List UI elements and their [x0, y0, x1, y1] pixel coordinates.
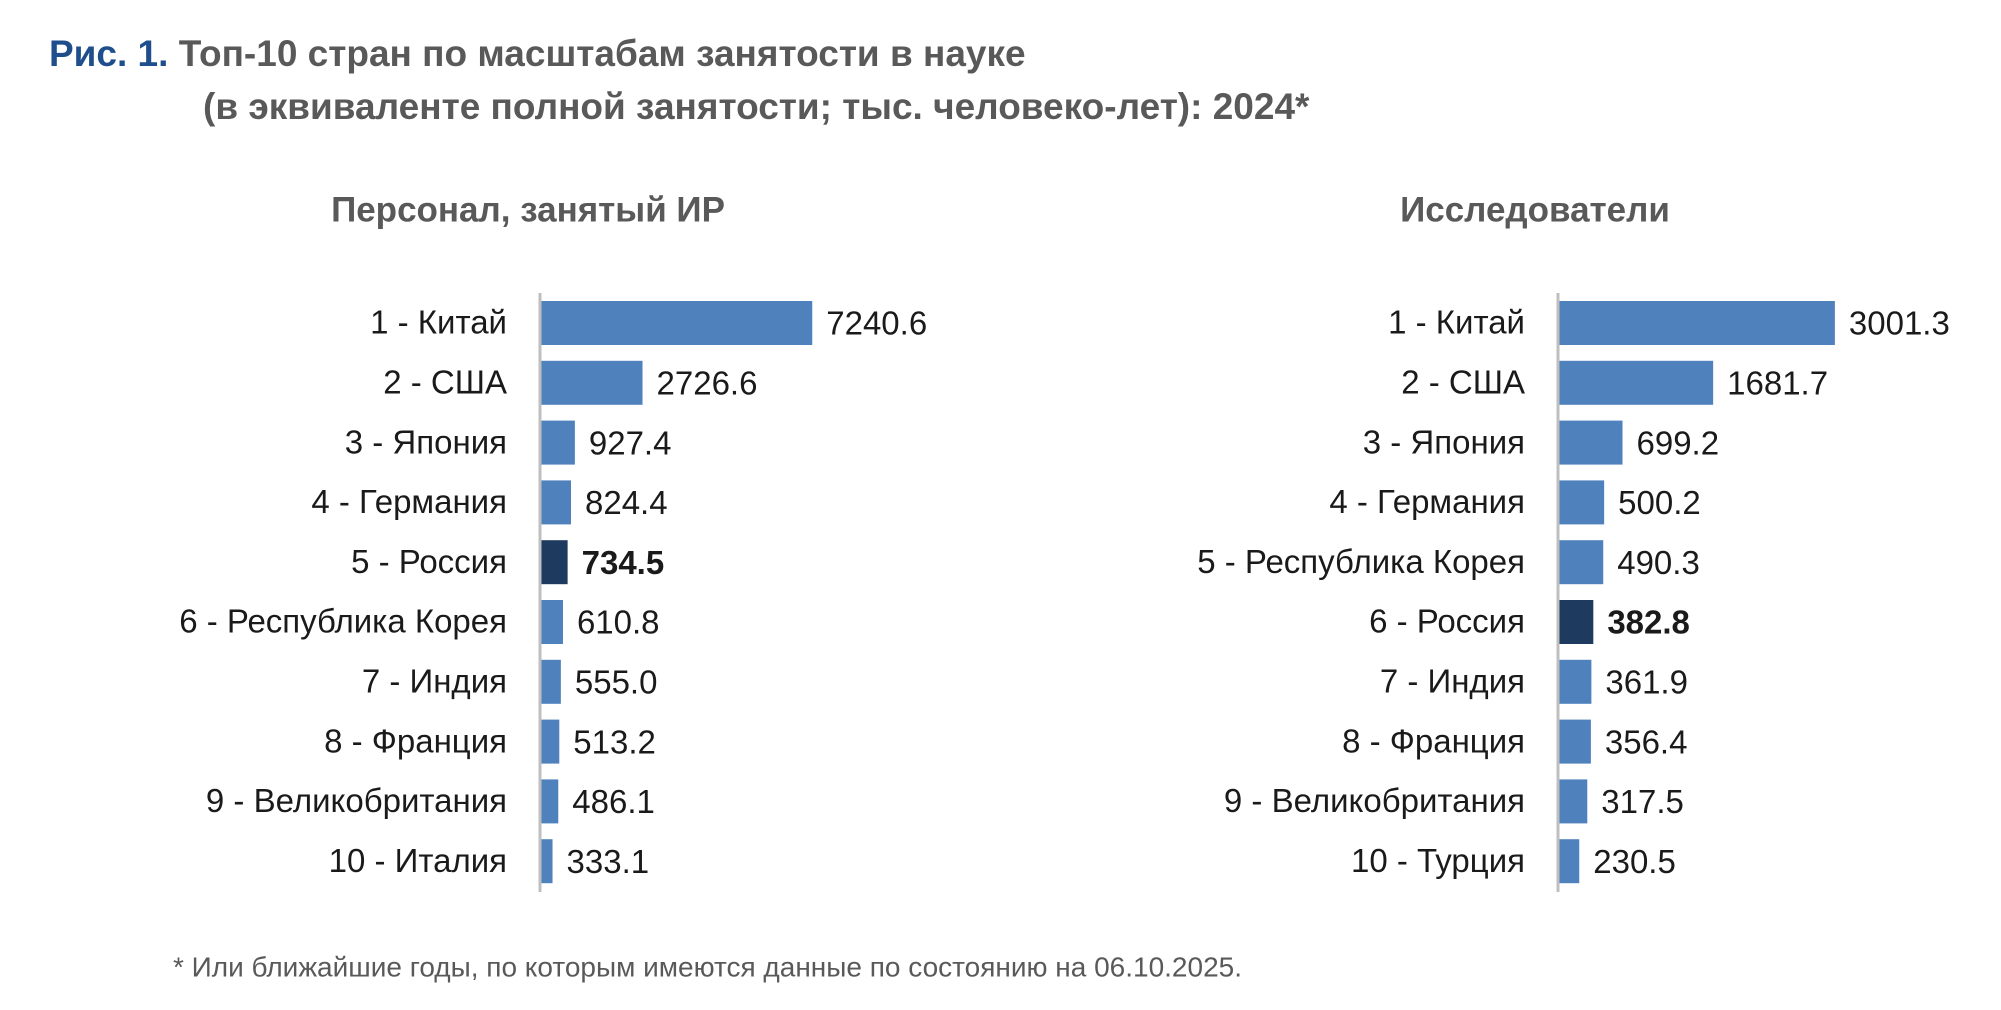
bar — [1558, 779, 1588, 824]
value-label: 734.5 — [582, 544, 665, 581]
value-label: 382.8 — [1607, 604, 1690, 641]
category-label: 7 - Индия — [1380, 663, 1525, 700]
bar — [1558, 480, 1605, 525]
value-label: 7240.6 — [826, 305, 927, 342]
value-label: 2726.6 — [657, 365, 758, 402]
value-label: 927.4 — [589, 424, 672, 461]
category-label: 1 - Китай — [1388, 304, 1525, 341]
bar — [540, 420, 575, 465]
bar — [540, 301, 813, 345]
value-label: 317.5 — [1601, 783, 1684, 820]
bar — [1558, 540, 1604, 585]
value-label: 230.5 — [1593, 843, 1676, 880]
bar — [540, 480, 571, 525]
category-label: 6 - Республика Корея — [179, 603, 507, 640]
bar — [540, 719, 560, 764]
category-label: 7 - Индия — [362, 663, 507, 700]
bar — [1558, 839, 1580, 884]
category-label: 9 - Великобритания — [206, 782, 507, 819]
category-label: 9 - Великобритания — [1224, 782, 1525, 819]
bar — [1558, 659, 1592, 704]
figure-label: Рис. 1. — [49, 33, 168, 74]
bar — [540, 659, 561, 704]
category-label: 6 - Россия — [1369, 603, 1525, 640]
value-label: 824.4 — [585, 484, 668, 521]
value-label: 500.2 — [1618, 484, 1701, 521]
category-label: 3 - Япония — [345, 423, 507, 460]
value-label: 513.2 — [573, 723, 656, 760]
category-label: 5 - Россия — [351, 543, 507, 580]
bar — [540, 600, 563, 644]
figure-title: Топ-10 стран по масштабам занятости в на… — [179, 33, 1026, 74]
category-label: 4 - Германия — [311, 483, 507, 520]
value-label: 610.8 — [577, 604, 660, 641]
bar — [1558, 719, 1591, 764]
category-label: 2 - США — [383, 364, 507, 401]
category-label: 5 - Республика Корея — [1197, 543, 1525, 580]
footnote: * Или ближайшие годы, по которым имеются… — [173, 951, 1242, 982]
category-label: 8 - Франция — [1342, 722, 1525, 759]
value-label: 361.9 — [1605, 664, 1688, 701]
bar — [1558, 360, 1714, 405]
category-label: 2 - США — [1401, 364, 1525, 401]
value-label: 699.2 — [1637, 424, 1720, 461]
bar — [1558, 301, 1835, 345]
bar — [540, 360, 643, 405]
bar — [540, 839, 553, 884]
value-label: 1681.7 — [1727, 365, 1828, 402]
value-label: 555.0 — [575, 664, 658, 701]
category-label: 1 - Китай — [370, 304, 507, 341]
figure-subtitle: (в эквиваленте полной занятости; тыс. че… — [203, 86, 1310, 127]
value-label: 3001.3 — [1849, 305, 1950, 342]
bar — [540, 779, 559, 824]
category-label: 10 - Турция — [1351, 842, 1525, 879]
bar — [1558, 600, 1594, 644]
category-label: 3 - Япония — [1363, 423, 1525, 460]
category-label: 10 - Италия — [329, 842, 507, 879]
chart-title: Исследователи — [1400, 190, 1670, 229]
chart-title: Персонал, занятый ИР — [331, 190, 725, 229]
value-label: 486.1 — [572, 783, 655, 820]
value-label: 490.3 — [1617, 544, 1700, 581]
bar — [1558, 420, 1623, 465]
value-label: 333.1 — [567, 843, 650, 880]
value-label: 356.4 — [1605, 723, 1688, 760]
bar — [540, 540, 568, 585]
category-label: 4 - Германия — [1329, 483, 1525, 520]
figure-title-line: Рис. 1. Топ-10 стран по масштабам занято… — [49, 33, 1026, 74]
category-label: 8 - Франция — [324, 722, 507, 759]
